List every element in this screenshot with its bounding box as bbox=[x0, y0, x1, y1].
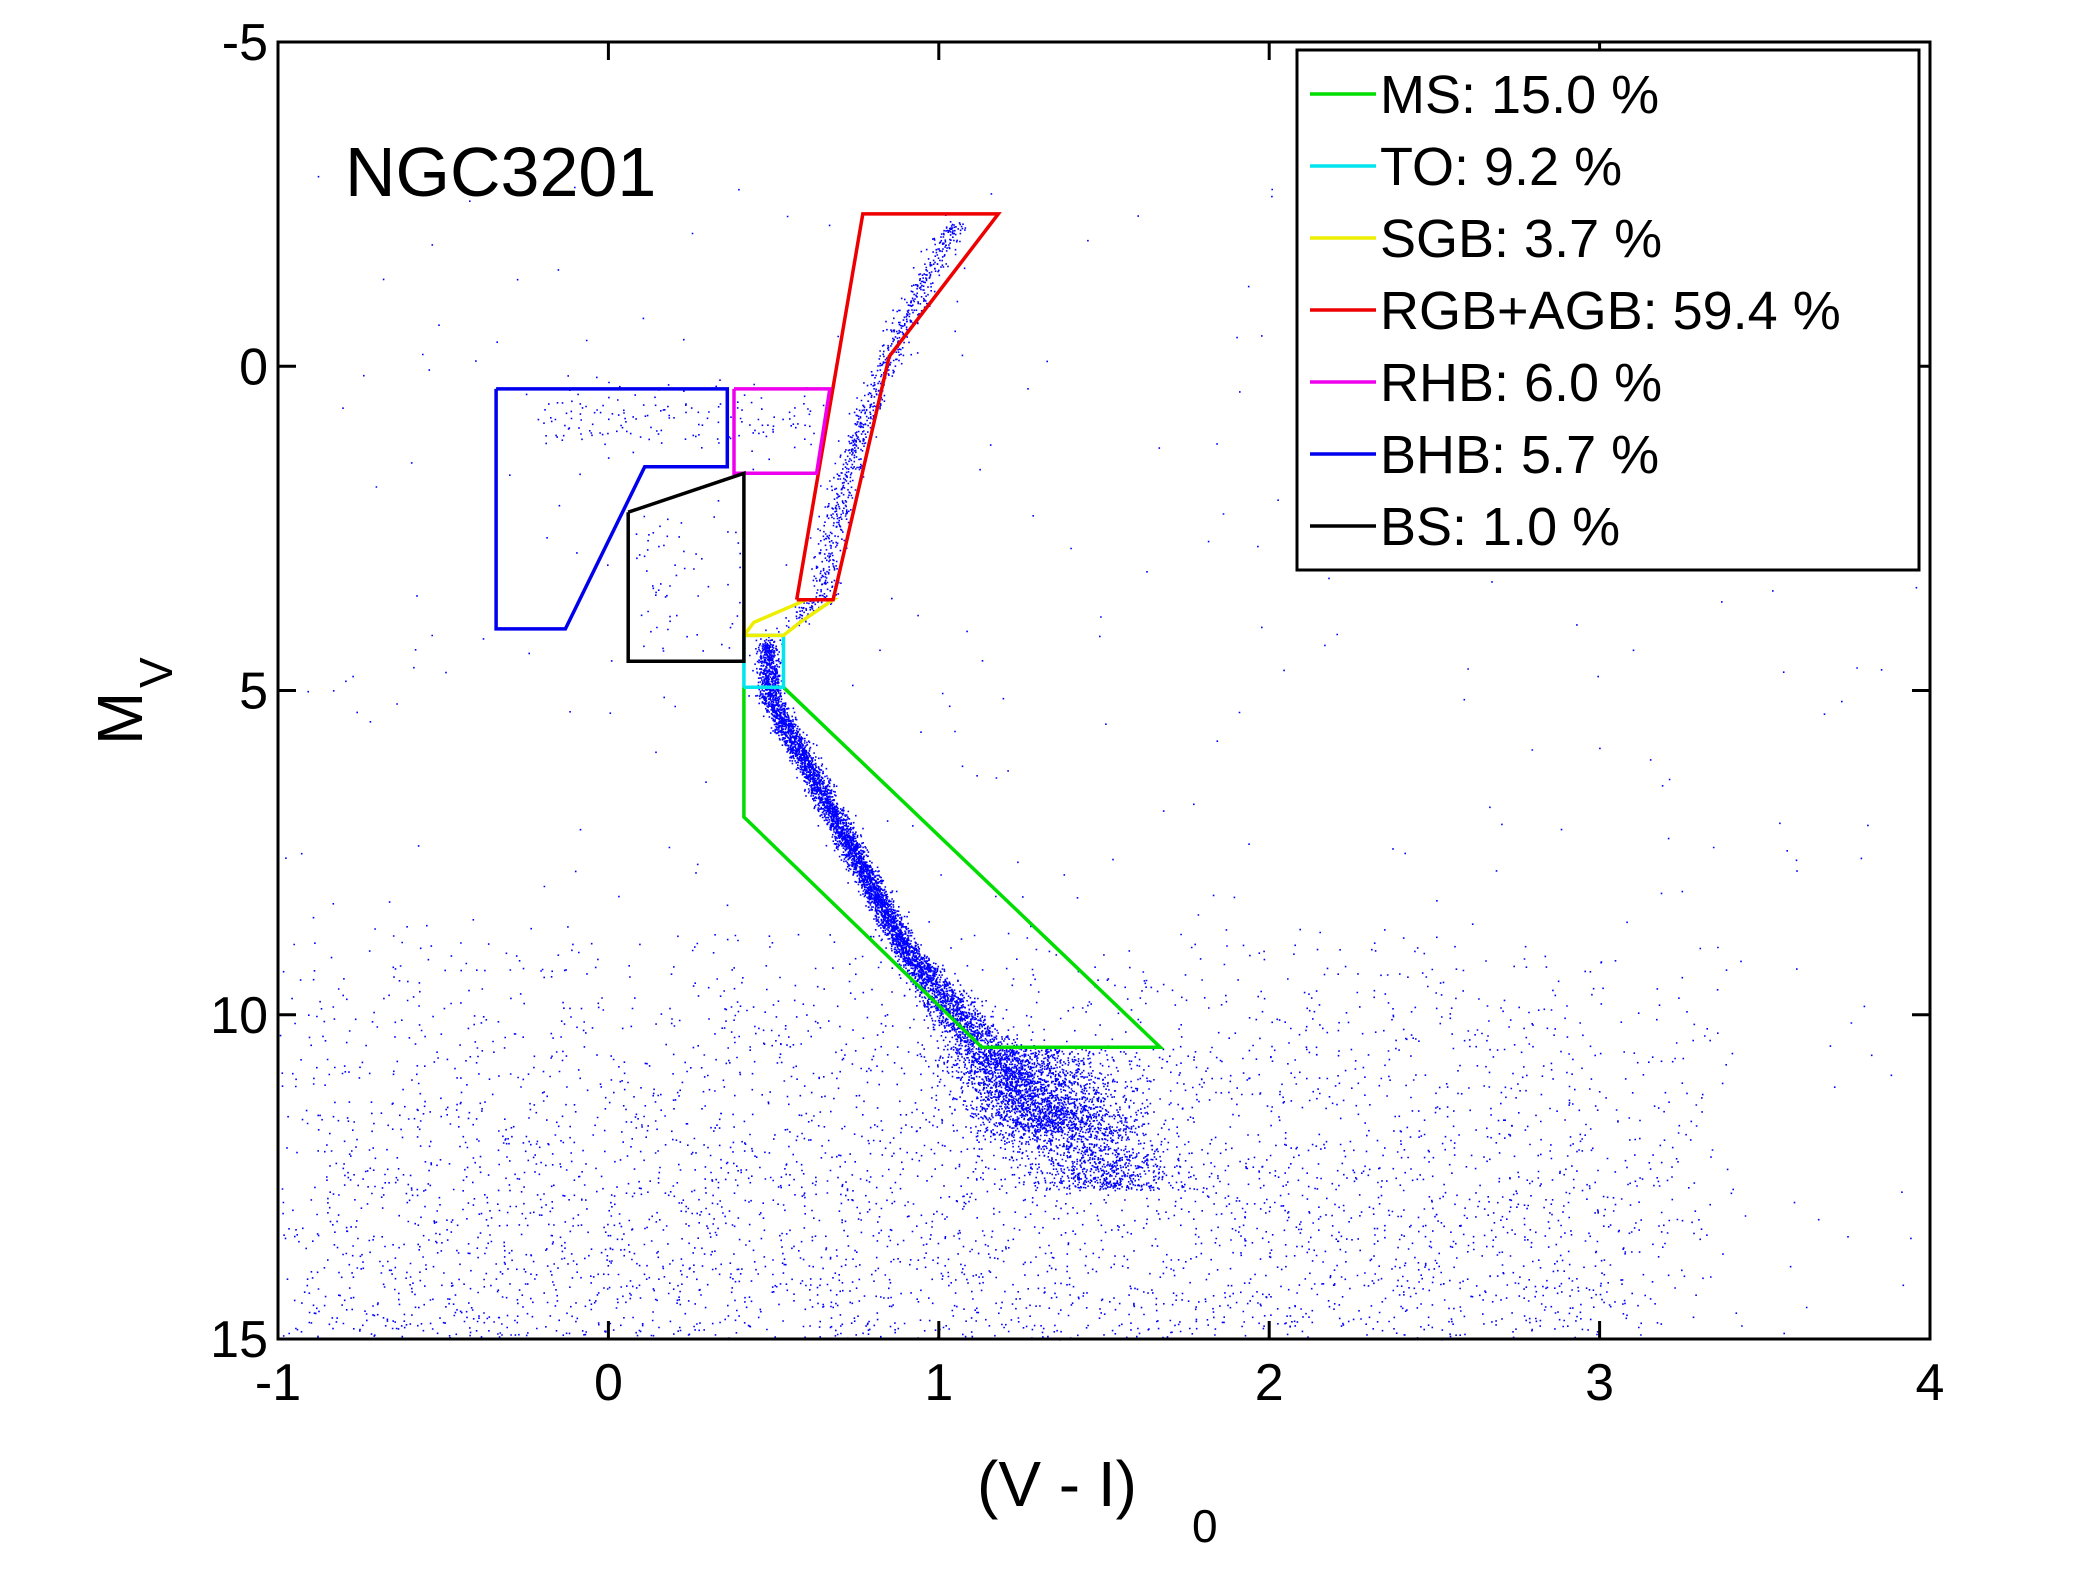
legend-box bbox=[1295, 48, 1921, 572]
x-tick-label: 2 bbox=[1255, 1354, 1284, 1412]
y-tick-label: 0 bbox=[239, 338, 268, 396]
y-axis-title: M V bbox=[84, 657, 182, 745]
y-tick-label: -5 bbox=[222, 14, 268, 72]
region-bhb bbox=[494, 387, 730, 631]
legend-label: SGB: 3.7 % bbox=[1380, 209, 1662, 269]
y-axis-subscript: V bbox=[130, 657, 182, 688]
region-polygons bbox=[494, 212, 1165, 1049]
x-tick-label: 3 bbox=[1585, 1354, 1614, 1412]
legend-label: BS: 1.0 % bbox=[1380, 497, 1620, 557]
legend-entry-bs: BS: 1.0 % bbox=[1310, 497, 1620, 557]
y-tick-label: 15 bbox=[210, 1311, 268, 1369]
legend-entry-to: TO: 9.2 % bbox=[1310, 137, 1622, 197]
x-tick-label: 1 bbox=[924, 1354, 953, 1412]
legend-label: MS: 15.0 % bbox=[1380, 65, 1659, 125]
legend-entries: MS: 15.0 % TO: 9.2 % SGB: 3.7 % RGB+AGB: 59… bbox=[1310, 65, 1841, 557]
x-axis-label: (V - I) bbox=[977, 1448, 1137, 1520]
y-axis-label: M bbox=[84, 692, 156, 745]
region-rgb-agb bbox=[794, 212, 1002, 602]
x-tick-label: 0 bbox=[594, 1354, 623, 1412]
region-rhb bbox=[732, 387, 832, 476]
x-tick-label: 4 bbox=[1916, 1354, 1945, 1412]
x-axis-title: (V - I) 0 bbox=[977, 1448, 1218, 1552]
legend-label: BHB: 5.7 % bbox=[1380, 425, 1659, 485]
legend-label: RGB+AGB: 59.4 % bbox=[1380, 281, 1841, 341]
legend-entry-bhb: BHB: 5.7 % bbox=[1310, 425, 1659, 485]
legend-entry-sgb: SGB: 3.7 % bbox=[1310, 209, 1662, 269]
legend-entry-rhb: RHB: 6.0 % bbox=[1310, 353, 1662, 413]
x-tick-label: -1 bbox=[255, 1354, 301, 1412]
axis-ticks bbox=[276, 40, 1932, 1341]
x-axis-subscript: 0 bbox=[1192, 1500, 1218, 1552]
region-bs bbox=[626, 470, 746, 664]
cluster-annotation: NGC3201 bbox=[345, 133, 656, 211]
legend-entry-ms: MS: 15.0 % bbox=[1310, 65, 1659, 125]
legend: MS: 15.0 % TO: 9.2 % SGB: 3.7 % RGB+AGB: 59… bbox=[1295, 48, 1921, 572]
y-tick-label: 10 bbox=[210, 987, 268, 1045]
legend-entry-rgb-agb: RGB+AGB: 59.4 % bbox=[1310, 281, 1841, 341]
axis-tick-labels: -1 0 1 2 3 4 -5 0 5 10 15 bbox=[210, 14, 1944, 1412]
legend-label: TO: 9.2 % bbox=[1380, 137, 1622, 197]
y-tick-label: 5 bbox=[239, 663, 268, 721]
legend-label: RHB: 6.0 % bbox=[1380, 353, 1662, 413]
